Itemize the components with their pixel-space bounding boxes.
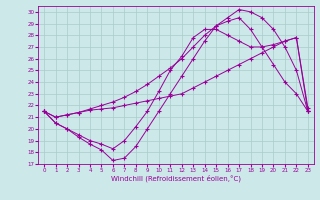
X-axis label: Windchill (Refroidissement éolien,°C): Windchill (Refroidissement éolien,°C): [111, 175, 241, 182]
